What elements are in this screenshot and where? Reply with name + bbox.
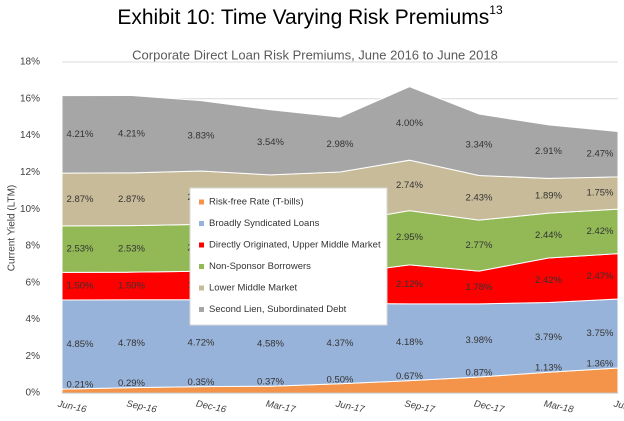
y-tick-label: 10% [20,204,40,215]
value-label: 1.78% [466,282,493,293]
title-footnote: 13 [489,3,503,17]
value-label: 4.37% [327,338,354,349]
legend-label: Non-Sponsor Borrowers [209,261,311,272]
value-label: 2.87% [67,194,94,205]
value-label: 0.87% [466,368,493,379]
value-label: 4.58% [257,339,284,350]
value-label: 1.36% [587,359,614,370]
title-text: Exhibit 10: Time Varying Risk Premiums [117,6,489,29]
legend-box [189,187,388,326]
x-tick-label: Mar-17 [265,399,297,416]
value-label: 2.91% [535,146,562,157]
value-label: 2.42% [535,275,562,286]
legend-swatch [199,221,204,226]
chart-title: Exhibit 10: Time Varying Risk Premiums13 [117,3,503,28]
value-label: 4.21% [67,129,94,140]
value-label: 0.67% [396,371,423,382]
value-label: 0.35% [188,377,215,388]
value-label: 0.50% [327,374,354,385]
y-tick-label: 2% [26,351,41,362]
value-label: 2.98% [327,139,354,150]
value-label: 4.18% [396,337,423,348]
value-label: 1.50% [67,281,94,292]
value-label: 0.29% [118,378,145,389]
value-label: 2.77% [466,240,493,251]
value-label: 1.13% [535,363,562,374]
x-tick-label: Dec-17 [473,398,506,415]
value-label: 2.95% [396,232,423,243]
legend-label: Directly Originated, Upper Middle Market [209,240,381,251]
legend-swatch [199,199,204,205]
y-tick-label: 12% [20,167,40,178]
x-tick-label: Dec-16 [195,398,228,415]
value-label: 2.43% [466,192,493,203]
x-tick-label: Jun-17 [334,398,366,415]
value-label: 0.21% [67,380,94,391]
y-tick-label: 6% [26,277,41,288]
value-label: 2.42% [587,226,614,237]
y-tick-label: 16% [20,93,40,104]
value-label: 2.74% [396,180,423,191]
value-label: 2.47% [587,271,614,282]
value-label: 2.87% [118,194,145,205]
legend-label: Lower Middle Market [209,283,298,294]
value-label: 4.85% [67,339,94,350]
value-label: 2.53% [118,243,145,254]
y-tick-label: 0% [26,388,41,399]
value-label: 0.37% [257,377,284,388]
x-tick-label: Sep-16 [125,398,158,415]
y-tick-label: 14% [20,130,40,141]
value-label: 4.78% [118,338,145,349]
value-label: 1.89% [535,190,562,201]
y-axis-label: Current Yield (LTM) [7,185,18,272]
value-label: 2.53% [67,244,94,255]
y-tick-label: 8% [26,241,41,252]
legend-swatch [199,242,204,248]
x-tick-label: Sep-17 [403,398,436,415]
value-label: 2.12% [396,279,423,290]
x-tick-label: Mar-18 [543,399,575,416]
legend: Risk-free Rate (T-bills) Broadly Syndicat… [189,187,388,326]
y-tick-label: 4% [26,314,41,325]
value-label: 3.54% [257,137,284,148]
x-tick-label: Jun-16 [56,398,88,415]
chart-subtitle: Corporate Direct Loan Risk Premiums, Jun… [132,47,498,62]
value-label: 4.00% [396,118,423,129]
legend-label: Risk-free Rate (T-bills) [209,197,304,208]
value-label: 2.47% [587,149,614,160]
legend-label: Second Lien, Subordinated Debt [209,304,347,315]
value-label: 4.72% [188,338,215,349]
value-label: 1.75% [587,188,614,199]
legend-swatch [199,264,204,269]
legend-swatch [199,307,204,312]
value-label: 3.75% [587,328,614,339]
value-label: 3.98% [466,335,493,346]
value-label: 3.79% [535,332,562,343]
x-tick-label: Jun-18 [612,398,624,415]
value-label: 3.83% [188,130,215,141]
y-tick-label: 18% [20,57,40,68]
area [61,86,619,179]
value-label: 4.21% [118,129,145,140]
value-label: 3.34% [466,139,493,150]
value-label: 2.44% [535,230,562,241]
legend-label: Broadly Syndicated Loans [209,218,320,229]
value-label: 1.50% [118,280,145,291]
legend-swatch [199,285,204,291]
